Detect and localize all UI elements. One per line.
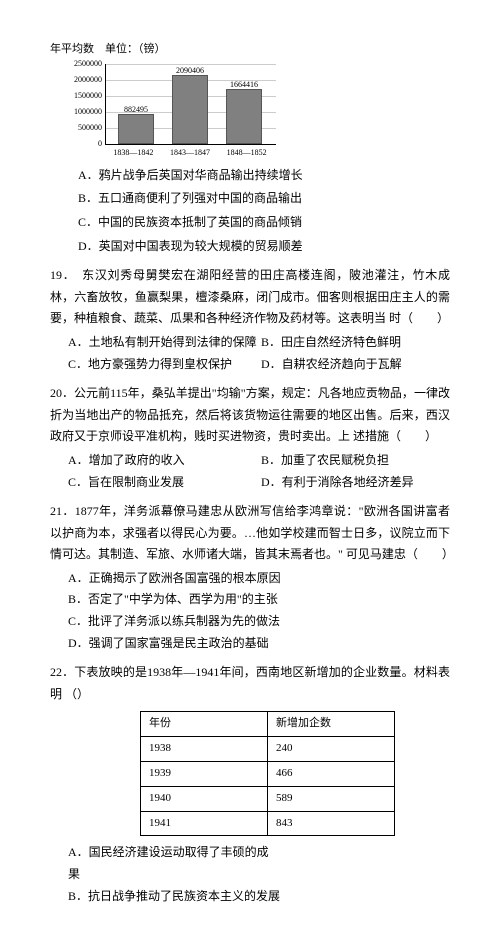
x-axis-labels: 1838—1842 1843—1847 1848—1852 <box>105 146 275 160</box>
table-cell: 1938 <box>141 737 268 762</box>
y-tick-3: 1500000 <box>74 89 102 103</box>
x-label-3: 1848—1852 <box>218 146 275 160</box>
bar-1: 882495 <box>118 114 154 144</box>
table-header-year: 年份 <box>141 712 268 737</box>
q22-stem: 22．下表放映的是1938年—1941年间，西南地区新增加的企业数量。材料表明 … <box>50 662 450 705</box>
q22-option-b: B．抗日战争推动了民族资本主义的发展 <box>68 886 280 908</box>
q20-option-b: B．加重了农民赋税负担 <box>261 450 389 472</box>
table-row: 1938 240 <box>141 737 395 762</box>
q22-option-a: A．国民经济建设运动取得了丰硕的成果 <box>68 842 278 885</box>
y-tick-4: 2000000 <box>74 73 102 87</box>
table-row: 1939 466 <box>141 762 395 787</box>
q20-option-a: A．增加了政府的收入 <box>68 450 258 472</box>
table-header-row: 年份 新增加企数 <box>141 712 395 737</box>
q18-option-a: A．鸦片战争后英国对华商品输出持续增长 <box>50 165 450 187</box>
q21-option-d: D．强调了国家富强是民主政治的基础 <box>50 633 450 655</box>
q18-option-b: B．五口通商便利了列强对中国的商品输出 <box>50 188 450 210</box>
bar-3-label: 1664416 <box>227 78 261 92</box>
y-tick-2: 1000000 <box>74 105 102 119</box>
q19-option-c: C．地方豪强势力得到皇权保护 <box>68 354 258 376</box>
table-row: 1940 589 <box>141 786 395 811</box>
table-cell: 240 <box>268 737 395 762</box>
y-tick-5: 2500000 <box>74 57 102 71</box>
chart-title: 年平均数 单位：（镑） <box>50 40 450 60</box>
q20-option-d: D．有利于消除各地经济差异 <box>261 472 414 494</box>
table-cell: 589 <box>268 786 395 811</box>
bar-2-label: 2090406 <box>173 64 207 78</box>
bar-1-label: 882495 <box>119 103 153 117</box>
q21-option-a: A．正确揭示了欧洲各国富强的根本原因 <box>50 568 450 590</box>
y-tick-1: 500000 <box>78 121 102 135</box>
bar-3: 1664416 <box>226 89 262 144</box>
table-cell: 843 <box>268 811 395 836</box>
q19-option-a: A．土地私有制开始得到法律的保障 <box>68 332 258 354</box>
q19-option-b: B．田庄自然经济特色鲜明 <box>261 332 401 354</box>
x-label-1: 1838—1842 <box>105 146 162 160</box>
q19-option-d: D．自耕农经济趋向于瓦解 <box>261 354 402 376</box>
q22-table: 年份 新增加企数 1938 240 1939 466 1940 589 1941… <box>140 711 395 836</box>
q18-option-d: D．英国对中国表现为较大规模的贸易顺差 <box>50 236 450 258</box>
q20-option-c: C．旨在限制商业发展 <box>68 472 258 494</box>
q20-stem: 20．公元前115年，桑弘羊提出"均输"方案，规定：凡各地应贡物品，一律改折为当… <box>50 383 450 448</box>
table-cell: 1940 <box>141 786 268 811</box>
q18-option-c: C．中国的民族资本抵制了英国的商品倾销 <box>50 212 450 234</box>
table-cell: 1941 <box>141 811 268 836</box>
x-label-2: 1843—1847 <box>162 146 219 160</box>
table-header-count: 新增加企数 <box>268 712 395 737</box>
q21-option-c: C．批评了洋务派以练兵制器为先的做法 <box>50 611 450 633</box>
q21-stem: 21．1877年，洋务派幕僚马建忠从欧洲写信给李鸿章说："欧洲各国讲富者以护商为… <box>50 501 450 566</box>
table-cell: 466 <box>268 762 395 787</box>
table-row: 1941 843 <box>141 811 395 836</box>
q21-option-b: B．否定了"中学为体、西学为用"的主张 <box>50 589 450 611</box>
table-cell: 1939 <box>141 762 268 787</box>
y-tick-0: 0 <box>98 137 102 151</box>
bar-chart: 0 500000 1000000 1500000 2000000 2500000… <box>60 64 280 159</box>
bar-2: 2090406 <box>172 75 208 143</box>
q19-stem: 19． 东汉刘秀母舅樊宏在湖阳经营的田庄高楼连阁，陂池灌注，竹木成林，六畜放牧，… <box>50 265 450 330</box>
chart-area: 882495 2090406 1664416 <box>105 64 276 145</box>
